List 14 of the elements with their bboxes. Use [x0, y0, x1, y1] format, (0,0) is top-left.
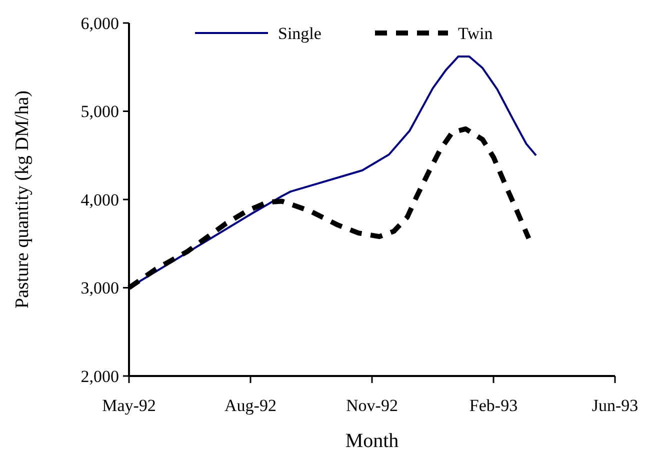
y-tick-label: 5,000 — [80, 102, 119, 122]
y-tick-label: 2,000 — [80, 366, 119, 386]
x-tick-label: Jun-93 — [592, 396, 638, 415]
legend-label: Single — [278, 24, 322, 43]
y-axis-title: Pasture quantity (kg DM/ha) — [12, 90, 33, 308]
y-tick-label: 3,000 — [80, 278, 119, 298]
x-tick-label: May-92 — [102, 396, 156, 415]
x-tick-label: Nov-92 — [346, 396, 398, 415]
y-tick-label: 4,000 — [80, 190, 119, 210]
x-tick-label: Aug-92 — [224, 396, 276, 415]
y-tick-label: 6,000 — [80, 14, 119, 33]
x-tick-label: Feb-93 — [469, 396, 518, 415]
legend-label: Twin — [458, 24, 494, 43]
x-axis-title: Month — [345, 430, 399, 452]
